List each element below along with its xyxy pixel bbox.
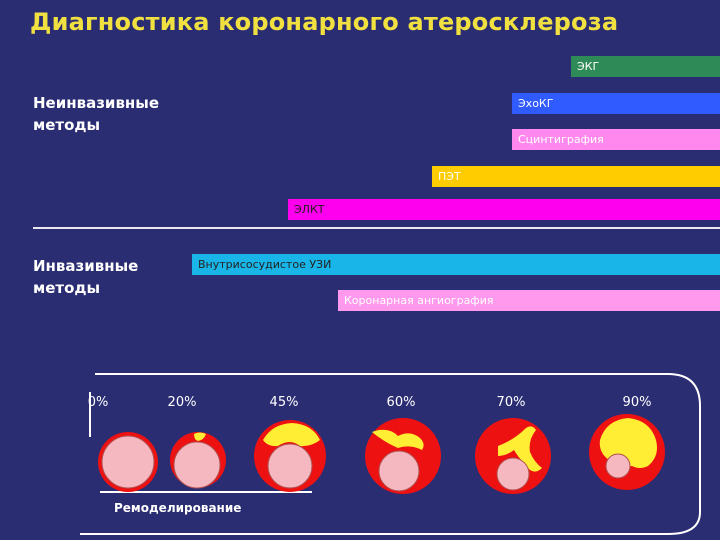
stenosis-label-45: 45%: [270, 395, 299, 410]
stenosis-label-60: 60%: [387, 395, 416, 410]
stenosis-label-70: 70%: [497, 395, 526, 410]
method-bar-scintigraphy: Сцинтиграфия: [512, 129, 720, 150]
method-bar-echocg: ЭхоКГ: [512, 93, 720, 114]
section-divider: [33, 227, 720, 229]
vessel-cross-section-70: [475, 418, 551, 494]
vessel-cross-section-20: [170, 432, 226, 489]
method-bar-pet: ПЭТ: [432, 166, 720, 187]
invasive-methods-label: Инвазивные методы: [33, 257, 139, 297]
stenosis-label-90: 90%: [623, 395, 652, 410]
method-bar-ecg: ЭКГ: [571, 56, 720, 77]
vessel-cross-section-45: [254, 420, 326, 492]
remodeling-label: Ремоделирование: [114, 501, 241, 515]
noninvasive-methods-label: Неинвазивные методы: [33, 94, 160, 134]
vessel-cross-section-90: [589, 414, 665, 490]
stenosis-label-0: 0%: [88, 395, 109, 410]
vessel-cross-section-0: [98, 432, 158, 492]
vessel-cross-section-60: [365, 418, 441, 494]
stenosis-label-20: 20%: [168, 395, 197, 410]
method-bar-angiography: Коронарная ангиография: [338, 290, 720, 311]
method-bar-ebct: ЭЛКТ: [288, 199, 720, 220]
slide-title: Диагностика коронарного атеросклероза: [30, 8, 619, 36]
method-bar-ivus: Внутрисосудистое УЗИ: [192, 254, 720, 275]
stenosis-frame: [80, 373, 701, 535]
